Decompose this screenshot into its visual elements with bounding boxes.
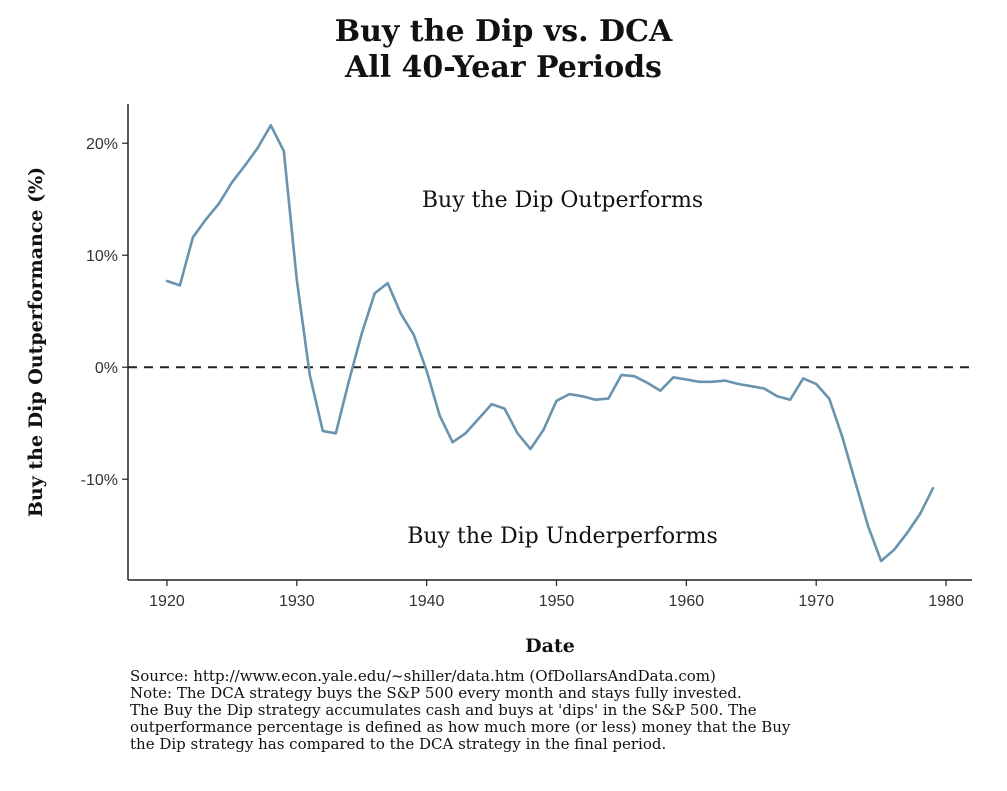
annotation-outperforms: Buy the Dip Outperforms bbox=[422, 188, 703, 213]
note-line: Note: The DCA strategy buys the S&P 500 … bbox=[130, 684, 742, 702]
line-chart: 1920 1930 1940 1950 1960 1970 1980 20% 10% 0% -10%… bbox=[25, 104, 972, 657]
x-tick-label: 1950 bbox=[539, 593, 575, 610]
x-tick-label: 1930 bbox=[279, 593, 315, 610]
x-tick-label: 1920 bbox=[149, 593, 185, 610]
y-tick-label: -10% bbox=[81, 472, 118, 489]
note-line: the Dip strategy has compared to the DCA… bbox=[130, 735, 667, 753]
annotation-underperforms: Buy the Dip Underperforms bbox=[407, 524, 718, 549]
outperformance-series-line bbox=[165, 124, 935, 563]
y-tick-label: 20% bbox=[86, 136, 118, 153]
note-line: The Buy the Dip strategy accumulates cas… bbox=[130, 701, 757, 719]
y-tick-label: 10% bbox=[86, 248, 118, 265]
note-line: outperformance percentage is defined as … bbox=[130, 718, 791, 736]
x-tick-label: 1960 bbox=[669, 593, 705, 610]
source-line: Source: http://www.econ.yale.edu/~shille… bbox=[130, 667, 716, 685]
x-tick-label: 1980 bbox=[928, 593, 964, 610]
chart-subtitle: All 40-Year Periods bbox=[345, 50, 662, 85]
x-tick-label: 1970 bbox=[798, 593, 834, 610]
chart-title: Buy the Dip vs. DCA bbox=[334, 14, 673, 49]
source-notes: Source: http://www.econ.yale.edu/~shille… bbox=[130, 668, 990, 753]
x-axis-title: Date bbox=[525, 635, 575, 657]
y-tick-label: 0% bbox=[95, 360, 118, 377]
y-axis-title: Buy the Dip Outperformance (%) bbox=[25, 167, 47, 517]
x-tick-label: 1940 bbox=[409, 593, 445, 610]
